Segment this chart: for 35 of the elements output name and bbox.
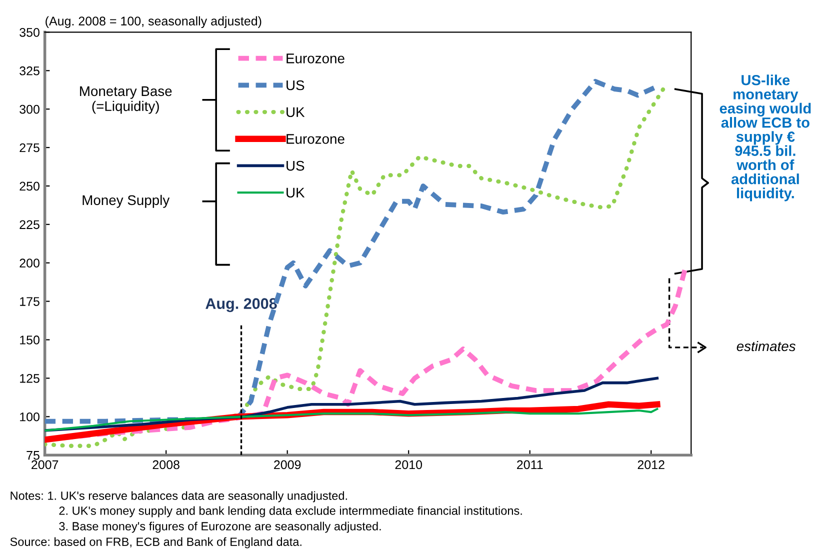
annotation: Monetary Base (=Liquidity) bbox=[80, 86, 172, 114]
text: US-like monetary easing would allow ECB to supply € 945.5 bil. worth of additional liquidity. bbox=[720, 74, 811, 202]
legend-label: UK bbox=[286, 107, 305, 118]
y-tick-label: 125 bbox=[20, 374, 40, 383]
text: estimates bbox=[736, 340, 796, 352]
y-tick-label: 250 bbox=[20, 182, 40, 191]
legend-label: Eurozone bbox=[286, 134, 344, 144]
y-tick-label: 100 bbox=[20, 412, 40, 422]
y-axis-title: (Aug. 2008 = 100, seasonally adjusted) bbox=[46, 16, 262, 28]
ref-line-label: Aug. 2008 bbox=[206, 298, 277, 312]
y-tick-label: 200 bbox=[20, 258, 40, 268]
line-series bbox=[44, 408, 658, 432]
y-tick-label: 325 bbox=[20, 66, 40, 76]
legend-label: Eurozone bbox=[286, 54, 344, 64]
y-tick-label: 150 bbox=[20, 336, 40, 344]
y-tick-label: 225 bbox=[20, 220, 40, 230]
x-tick-label: 2010 bbox=[395, 460, 422, 470]
text: 2. UK's money supply and bank lending data exclude intermmediate financial institutions. bbox=[59, 506, 522, 518]
source-note: Source: based on FRB, ECB and Bank of England data. bbox=[10, 537, 302, 548]
y-tick-label: 175 bbox=[20, 297, 40, 306]
text: 3. Base money's figures of Eurozone are seasonally adjusted. bbox=[59, 522, 381, 533]
x-tick-label: 2009 bbox=[274, 460, 301, 470]
y-tick-label: 75 bbox=[26, 451, 40, 460]
y-tick-label: 300 bbox=[20, 104, 40, 114]
legend-label: UK bbox=[286, 188, 305, 198]
legend-label: US bbox=[286, 160, 304, 171]
x-tick-label: 2012 bbox=[638, 460, 664, 470]
x-tick-label: 2007 bbox=[32, 460, 58, 470]
y-tick-label: 350 bbox=[20, 28, 40, 37]
y-tick-label: 275 bbox=[20, 143, 40, 152]
annotation: Money Supply bbox=[82, 194, 170, 208]
legend-label: US bbox=[286, 80, 304, 90]
x-tick-label: 2011 bbox=[517, 460, 543, 470]
text: Notes: 1. UK's reserve balances data are seasonally unadjusted. bbox=[10, 491, 347, 502]
x-tick-label: 2008 bbox=[152, 460, 180, 470]
